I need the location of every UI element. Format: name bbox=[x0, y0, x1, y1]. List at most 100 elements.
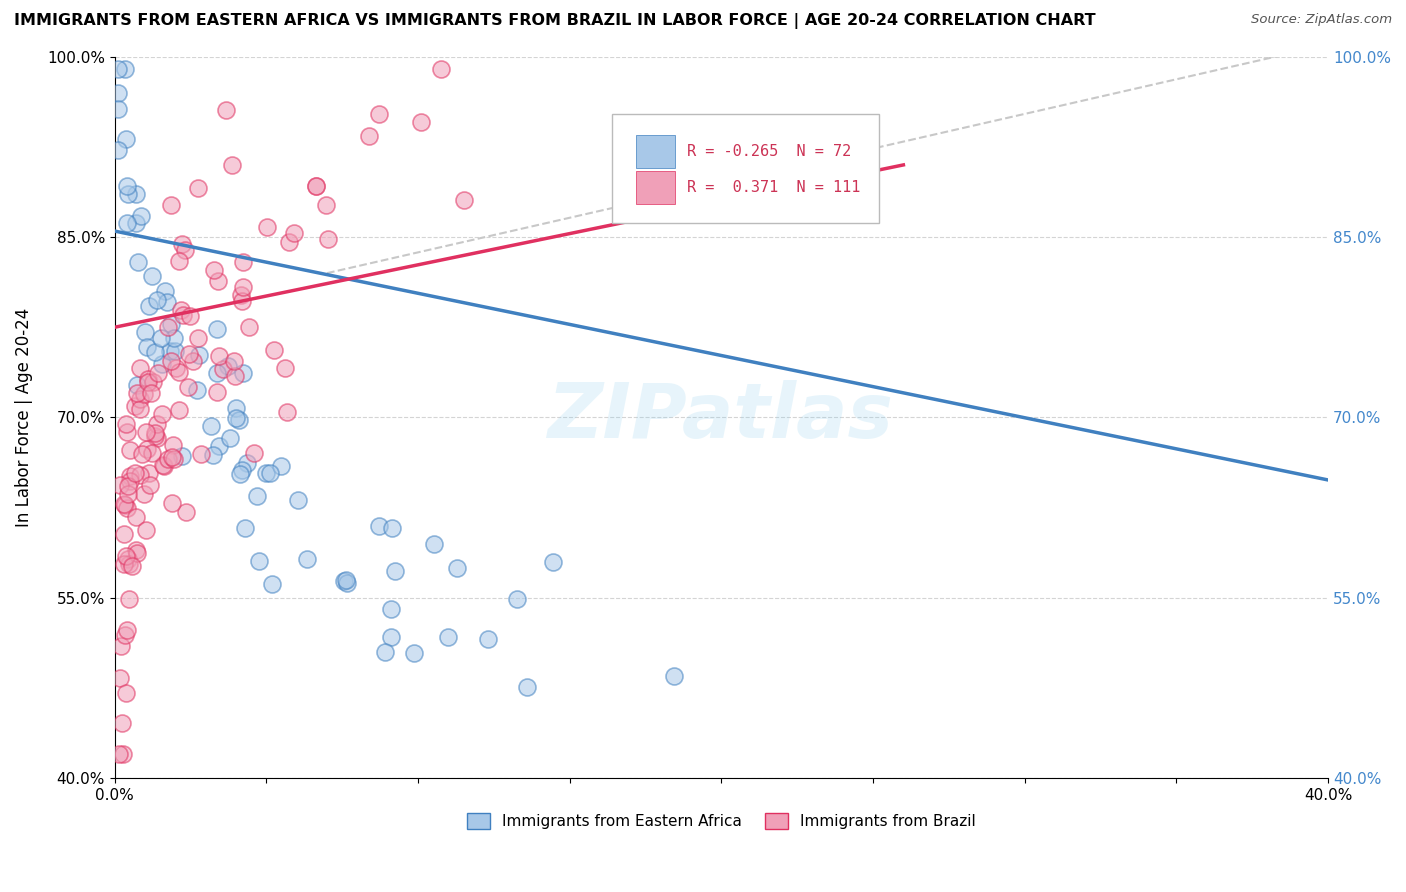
Point bbox=[225, 411, 247, 425]
Point bbox=[187, 181, 209, 195]
Point bbox=[118, 475, 141, 489]
Point bbox=[162, 450, 184, 464]
Point bbox=[270, 459, 292, 474]
Point bbox=[127, 378, 149, 392]
Point bbox=[263, 343, 285, 357]
Point bbox=[157, 320, 180, 334]
Point bbox=[409, 114, 432, 128]
Point bbox=[141, 446, 163, 460]
FancyBboxPatch shape bbox=[637, 170, 675, 204]
Point bbox=[177, 379, 200, 393]
Point bbox=[115, 132, 138, 146]
Point bbox=[136, 442, 159, 456]
Point bbox=[111, 747, 134, 761]
Point bbox=[118, 558, 141, 572]
Point bbox=[135, 425, 157, 439]
Point bbox=[117, 487, 139, 501]
Point bbox=[221, 158, 243, 172]
Point bbox=[423, 537, 446, 551]
Point bbox=[148, 367, 170, 381]
Text: IMMIGRANTS FROM EASTERN AFRICA VS IMMIGRANTS FROM BRAZIL IN LABOR FORCE | AGE 20: IMMIGRANTS FROM EASTERN AFRICA VS IMMIGR… bbox=[14, 13, 1095, 29]
Point bbox=[139, 478, 162, 492]
Point bbox=[232, 255, 254, 269]
Point bbox=[315, 198, 337, 212]
Point bbox=[152, 458, 174, 472]
Point bbox=[202, 262, 225, 277]
Point bbox=[117, 425, 139, 439]
Point bbox=[120, 469, 142, 483]
Point bbox=[153, 284, 176, 298]
Point bbox=[243, 446, 266, 460]
Point bbox=[108, 671, 131, 685]
Point bbox=[115, 216, 138, 230]
Point bbox=[117, 187, 139, 202]
Point bbox=[368, 107, 391, 121]
Text: Source: ZipAtlas.com: Source: ZipAtlas.com bbox=[1251, 13, 1392, 27]
Point bbox=[277, 235, 299, 250]
Point bbox=[143, 344, 166, 359]
Legend: Immigrants from Eastern Africa, Immigrants from Brazil: Immigrants from Eastern Africa, Immigran… bbox=[461, 807, 981, 836]
Point bbox=[112, 526, 135, 541]
Point bbox=[153, 458, 176, 473]
Point bbox=[135, 523, 157, 537]
Point bbox=[172, 450, 194, 464]
Point bbox=[219, 431, 242, 445]
Point bbox=[229, 467, 252, 481]
Point bbox=[169, 303, 191, 318]
Point bbox=[368, 519, 391, 533]
Point bbox=[134, 386, 156, 401]
Point bbox=[202, 448, 225, 462]
Point bbox=[162, 331, 184, 345]
Point bbox=[283, 226, 305, 240]
Point bbox=[150, 407, 173, 421]
Point bbox=[381, 521, 404, 535]
Point bbox=[274, 360, 297, 375]
Point bbox=[131, 447, 153, 461]
Point bbox=[107, 143, 129, 157]
Point bbox=[333, 574, 356, 588]
Point bbox=[129, 392, 152, 406]
Point bbox=[114, 62, 136, 76]
Point bbox=[336, 576, 359, 591]
Point bbox=[120, 443, 142, 458]
Point bbox=[108, 478, 131, 492]
Point bbox=[143, 428, 166, 442]
Point bbox=[136, 372, 159, 386]
Point bbox=[127, 545, 149, 559]
Point bbox=[430, 62, 453, 76]
Point bbox=[156, 452, 179, 467]
Point bbox=[170, 236, 193, 251]
Point bbox=[112, 557, 135, 571]
Point bbox=[228, 413, 250, 427]
Point bbox=[160, 198, 183, 212]
Point bbox=[125, 187, 148, 202]
Point bbox=[256, 219, 278, 234]
Point bbox=[141, 385, 163, 400]
Point bbox=[159, 318, 181, 332]
Point bbox=[233, 521, 256, 535]
Point bbox=[118, 591, 141, 606]
Point bbox=[167, 365, 190, 379]
Point bbox=[224, 368, 246, 383]
Point bbox=[357, 129, 380, 144]
Point bbox=[117, 552, 139, 566]
Point bbox=[127, 255, 149, 269]
Point bbox=[136, 341, 159, 355]
Point bbox=[516, 680, 538, 694]
Point bbox=[115, 179, 138, 194]
Text: R =  0.371  N = 111: R = 0.371 N = 111 bbox=[688, 180, 860, 194]
Point bbox=[231, 294, 253, 309]
Point bbox=[437, 630, 460, 644]
Point bbox=[134, 487, 156, 501]
Point bbox=[146, 431, 169, 445]
Point bbox=[124, 466, 146, 480]
Point bbox=[165, 360, 187, 375]
Point bbox=[107, 747, 129, 761]
Point bbox=[114, 498, 136, 512]
Point bbox=[215, 103, 238, 118]
Point bbox=[236, 457, 259, 471]
Point bbox=[186, 383, 208, 397]
Point bbox=[169, 254, 191, 268]
Point bbox=[232, 366, 254, 380]
Point bbox=[142, 375, 165, 389]
